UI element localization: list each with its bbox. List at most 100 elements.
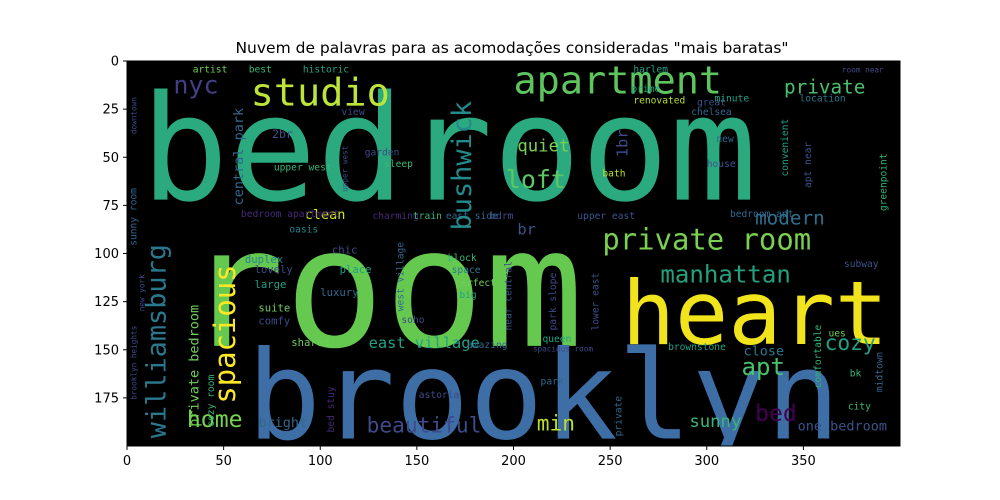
word-private: private [614,396,625,437]
word-private-room: private room [602,223,811,257]
word-park-slope: park slope [548,273,559,331]
word-big: big [459,290,476,301]
word-west-village: west village [395,242,406,312]
word-clean: clean [305,207,346,223]
word-upper-west: upper west [340,146,349,192]
word-cozy-room: cozy room [206,375,217,427]
word-br: br [517,220,536,238]
word-room: room [185,193,584,386]
word-1br: 1br [614,129,632,157]
word-artist: artist [193,65,228,76]
word-great: great [697,97,726,108]
word-private-bedroom: private bedroom [187,305,203,427]
word-convenient: convenient [780,119,791,177]
x-tick-label: 250 [598,454,623,469]
word-shared: shared [291,337,329,349]
plot-background [127,61,900,446]
word-new-york: new york [137,274,146,311]
word-lovely: lovely [255,264,293,276]
word-spacious-room: spacious room [533,345,594,354]
word-cozy: cozy [825,330,876,355]
word-brooklyn-heights: brooklyn heights [130,326,139,400]
word-upper-west: upper west [274,163,332,174]
word-apartment: apartment [514,59,723,104]
word-central-park: central park [231,108,247,206]
word-williamsburg: williamsburg [142,244,173,438]
word-comfortable: comfortable [813,324,824,388]
word-train: train [413,211,442,222]
word-quiet: quiet [517,136,569,156]
x-tick-label: 100 [308,454,333,469]
word-bedroom: bedroom [141,64,758,235]
word-comfy: comfy [258,316,290,328]
word-astoria: astoria [419,390,459,401]
word-2br: 2br [272,127,293,141]
word-near-central: near central [504,261,515,330]
y-tick-label: 25 [102,103,119,118]
word-house: house [707,159,736,170]
word-downtown: downtown [130,97,139,134]
word-city: city [848,401,871,412]
word-renovated: renovated [633,95,685,106]
word-suite: suite [258,302,290,314]
word-beautiful: beautiful [367,413,482,438]
word-bdrm: bdrm [490,211,513,222]
word-subway: subway [844,259,879,270]
word-ues: ues [828,328,845,339]
word-minute: minute [714,93,749,104]
word-brooklyn: brooklyn [247,325,840,468]
word-sleep: sleep [384,159,413,170]
word-prime: prime [631,84,660,95]
word-new: new [716,134,734,145]
word-greenpoint: greenpoint [878,153,889,211]
word-amazing: amazing [467,340,507,351]
word-bushwick: bushwick [447,101,478,231]
word-bed-stuy: bed stuy [326,386,337,432]
x-tick-label: 150 [404,454,429,469]
word-upper-east: upper east [577,211,635,222]
word-home: home [187,407,243,433]
word-large: large [255,279,287,291]
x-tick-label: 350 [791,454,816,469]
word-studio: studio [251,70,390,115]
word-brownstone: brownstone [668,342,726,353]
word-east-side: east side [446,211,498,222]
word-sunny-room: sunny room [129,188,140,246]
y-tick-label: 75 [102,199,119,214]
word-chelsea: chelsea [691,107,731,118]
y-tick-label: 100 [94,247,119,262]
word-heart: heart [622,262,888,365]
word-park: park [541,376,564,387]
word-place: place [340,264,372,276]
word-chic: chic [332,245,358,257]
word-modern: modern [755,207,825,230]
word-room-near: room near [842,66,884,75]
word-oasis: oasis [289,224,318,235]
word-bath: bath [602,169,625,180]
y-tick-label: 0 [111,55,119,70]
word-midtown: midtown [875,352,886,392]
word-luxury: luxury [320,287,358,299]
word-lower-east: lower east [591,273,602,331]
y-axis: 0 25 50 75 100 125 150 175 [94,55,127,406]
word-east-village: east village [369,334,480,352]
word-min: min [537,411,575,436]
word-nyc: nyc [173,71,218,100]
word-queen: queen [542,334,571,345]
word-bedroom-apt: bedroom apt [730,209,794,220]
y-tick-label: 50 [102,151,119,166]
y-tick-label: 125 [94,295,119,310]
word-bedroom-apartment: bedroom apartment [241,209,339,220]
word-soho: soho [401,315,424,326]
word-sunny: sunny [689,412,741,432]
x-tick-label: 50 [215,454,232,469]
word-best: best [249,65,272,76]
word-view: view [342,107,365,118]
word-location: location [800,93,846,104]
word-historic: historic [303,65,349,76]
word-harlem: harlem [633,65,668,76]
y-tick-label: 175 [94,391,119,406]
word-duplex: duplex [245,254,283,266]
